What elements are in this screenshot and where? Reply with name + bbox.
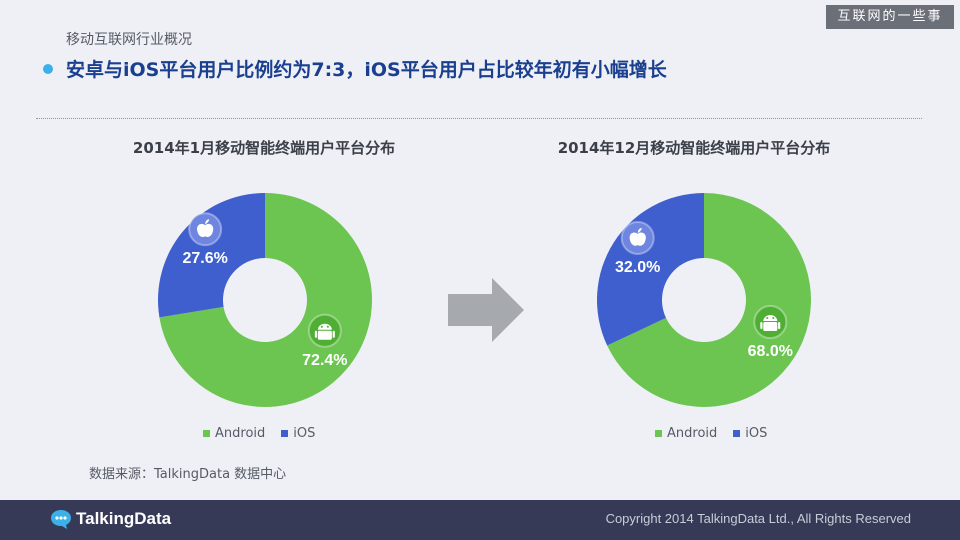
right-arrow-icon <box>448 278 526 346</box>
donut-chart-dec: 68.0% 32.0% <box>597 193 811 407</box>
legend-item-android: Android <box>655 426 717 441</box>
legend-swatch-ios <box>281 430 289 437</box>
donut-slice-ios <box>158 193 265 318</box>
apple-icon <box>620 220 655 255</box>
chart-title-jan: 2014年1月移动智能终端用户平台分布 <box>132 139 396 157</box>
legend-label-ios: iOS <box>293 426 316 441</box>
section-title: 移动互联网行业概况 <box>66 32 192 48</box>
headline-bullet <box>43 64 53 74</box>
android-icon <box>307 313 342 348</box>
data-label-android: 72.4% <box>302 352 347 369</box>
donut-slice-android <box>159 193 372 407</box>
legend-dec: Android iOS <box>655 426 767 441</box>
logo-bubble-icon <box>51 510 71 529</box>
legend-label-ios: iOS <box>745 426 768 441</box>
footer: TalkingData Copyright 2014 TalkingData L… <box>0 500 960 540</box>
talkingdata-logo: TalkingData <box>50 509 171 529</box>
watermark: 互联网的一些事 <box>826 5 954 29</box>
apple-icon <box>188 212 223 247</box>
legend-label-android: Android <box>667 426 718 441</box>
headline: 安卓与iOS平台用户比例约为7:3，iOS平台用户占比较年初有小幅增长 <box>66 59 667 81</box>
chart-title-dec: 2014年12月移动智能终端用户平台分布 <box>557 139 831 157</box>
legend-label-android: Android <box>215 426 266 441</box>
legend-swatch-ios <box>733 430 741 437</box>
legend-item-ios: iOS <box>281 426 315 441</box>
logo-text: TalkingData <box>76 509 172 528</box>
data-source: 数据来源：TalkingData 数据中心 <box>89 467 287 482</box>
copyright: Copyright 2014 TalkingData Ltd., All Rig… <box>605 511 911 526</box>
data-label-ios: 32.0% <box>615 259 660 276</box>
donut-chart-jan: 72.4% 27.6% <box>158 193 372 407</box>
donut-slice-android <box>607 193 811 407</box>
legend-item-android: Android <box>203 426 265 441</box>
legend-swatch-android <box>203 430 210 437</box>
android-icon <box>753 305 788 340</box>
legend-item-ios: iOS <box>733 426 767 441</box>
divider <box>36 118 922 119</box>
data-label-android: 68.0% <box>748 343 793 360</box>
data-label-ios: 27.6% <box>182 250 227 267</box>
legend-jan: Android iOS <box>203 426 315 441</box>
legend-swatch-android <box>655 430 662 437</box>
